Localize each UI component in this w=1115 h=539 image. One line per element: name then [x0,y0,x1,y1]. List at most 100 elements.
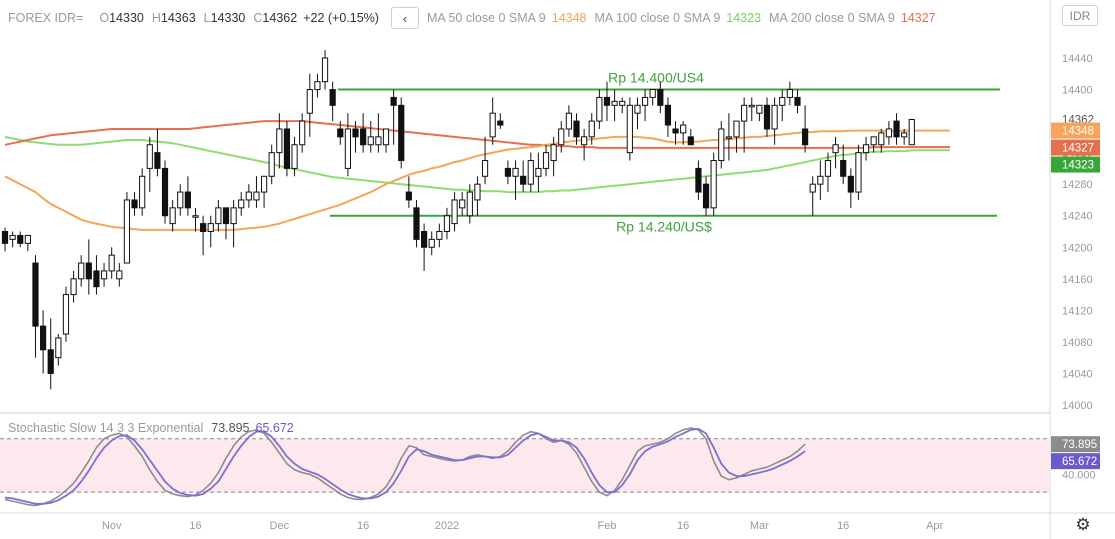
candle-body [17,234,24,244]
candle-body [542,152,550,169]
candle [299,113,306,153]
candle-body [184,191,191,209]
candle-body [512,167,519,177]
candle [154,128,161,177]
ma-price-tag-bg [1051,156,1100,173]
candle [763,97,771,137]
ohlc-readout: O14330 H14363 L14330 C14362 [99,11,297,25]
candle [222,207,230,240]
candle [367,121,374,153]
candle-body [116,270,123,280]
time-tick-label: 16 [837,520,849,532]
candle-body [870,136,877,146]
candle-body [131,199,138,209]
candle-body [474,183,481,201]
candle [169,199,176,232]
candle [535,152,542,193]
candle-body [93,270,100,288]
candle [421,223,428,271]
candle [207,215,214,248]
low-value: 14330 [210,11,246,25]
high-value: 14363 [160,11,196,25]
stochastic-band [0,438,1050,493]
candle [588,113,595,145]
candle-body [428,238,435,248]
ma100-legend[interactable]: MA 100 close 0 SMA 9 14323 [595,11,762,25]
stochastic-d-value: 65.672 [255,421,294,435]
currency-button[interactable]: IDR [1062,5,1098,26]
stochastic-d-tag-text: 65.672 [1062,456,1097,468]
candle-body [32,262,39,327]
candle-body [756,104,763,114]
candle-body [55,337,62,359]
candle [847,168,854,208]
candle [840,144,847,185]
ma-price-tag-text: 14323 [1062,160,1094,172]
candle-body [321,57,329,83]
candle [474,176,481,216]
candle [78,255,85,287]
ma200-label: MA 200 close 0 SMA 9 [769,11,895,25]
stochastic-tick-label: 40.000 [1062,469,1096,481]
candle-body [337,128,344,138]
candle [443,207,451,240]
candle [573,113,580,145]
candle [741,97,748,153]
ma100-label: MA 100 close 0 SMA 9 [594,11,721,25]
candle [687,128,694,146]
candle [200,215,207,256]
candle-body [901,132,908,138]
candle [680,121,687,145]
candle [878,128,885,153]
candle-body [360,128,367,146]
time-tick-label: Mar [750,520,769,532]
candle [695,160,702,200]
candle-body [802,128,809,146]
candle [672,121,679,145]
candle [85,239,92,295]
ma-price-tag: 14348 [1051,122,1100,139]
gear-icon[interactable]: ⚙ [1075,515,1091,534]
candle [283,121,291,177]
candle-body [771,104,778,130]
candle-body [215,207,222,225]
candle-body [382,128,390,146]
candle [268,144,275,185]
candle [382,128,390,153]
candle [832,136,839,169]
candle [314,73,321,98]
candle-body [657,89,664,106]
collapse-legend-button[interactable]: ‹ [390,7,419,29]
axes: 1444014400143601432014280142401420014160… [102,53,1096,532]
candle [192,207,199,232]
candle-body [885,128,893,138]
candle-body [855,152,862,193]
ma100-value: 14323 [726,11,762,25]
candle [93,255,100,295]
candle-body [314,81,321,91]
candle-body [550,144,557,162]
candle [344,113,351,177]
candle [870,136,877,153]
candle-body [596,96,603,122]
candle-body [817,175,824,185]
ma200-legend[interactable]: MA 200 close 0 SMA 9 14327 [769,11,936,25]
price-tick-label: 14240 [1062,211,1093,223]
candle-body [611,100,618,106]
candle [276,113,283,169]
ma50-legend[interactable]: MA 50 close 0 SMA 9 14348 [427,11,587,25]
candle-body [497,120,504,126]
candle [55,334,62,366]
candle-body [893,120,900,138]
candle [901,128,908,145]
candle-body [504,167,512,177]
candle [352,121,359,153]
candle [862,136,870,161]
price-tick-label: 14160 [1062,274,1093,286]
candle-body [641,96,649,106]
support-label: Rp 14.240/US$ [616,219,712,235]
candle-body [702,183,710,209]
candle-body [222,207,230,225]
candle-body [733,120,740,138]
